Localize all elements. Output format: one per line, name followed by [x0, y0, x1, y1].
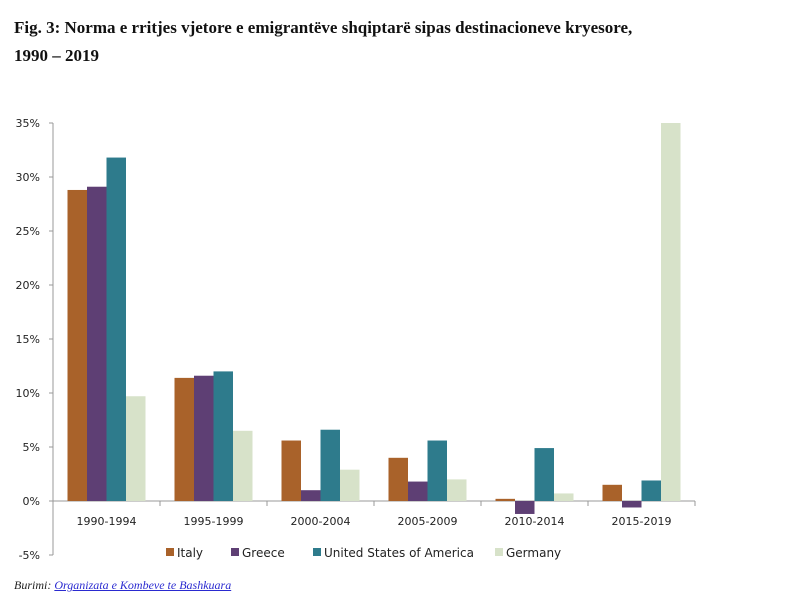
bar-germany	[233, 430, 253, 501]
bar-italy	[281, 440, 301, 501]
bar-greece	[515, 501, 535, 514]
source-note: Burimi: Organizata e Kombeve te Bashkuar…	[14, 578, 231, 593]
y-tick-label: 35%	[16, 117, 40, 130]
title-line-2: 1990 – 2019	[14, 46, 99, 65]
x-tick-label: 1995-1999	[184, 515, 244, 528]
legend-swatch	[166, 548, 174, 556]
legend-label: Greece	[242, 546, 285, 560]
y-tick-label: 15%	[16, 333, 40, 346]
x-tick-label: 2015-2019	[612, 515, 672, 528]
x-tick-label: 2005-2009	[398, 515, 458, 528]
x-tick-label: 2010-2014	[505, 515, 565, 528]
bar-italy	[67, 189, 87, 501]
legend-label: United States of America	[324, 546, 474, 560]
legend-swatch	[231, 548, 239, 556]
legend-label: Italy	[177, 546, 203, 560]
legend-label: Germany	[506, 546, 561, 560]
bar-italy	[602, 484, 622, 501]
bar-greece	[194, 375, 214, 501]
bar-greece	[301, 490, 321, 501]
bar-united-states-of-america	[534, 448, 554, 501]
y-tick-label: 0%	[23, 495, 40, 508]
title-line-1: Fig. 3: Norma e rritjes vjetore e emigra…	[14, 18, 633, 37]
legend-swatch	[313, 548, 321, 556]
bar-united-states-of-america	[213, 371, 233, 501]
y-tick-label: 10%	[16, 387, 40, 400]
bar-germany	[661, 123, 681, 501]
bar-germany	[340, 469, 360, 501]
bar-italy	[174, 377, 194, 501]
y-tick-label: 25%	[16, 225, 40, 238]
y-tick-label: 5%	[23, 441, 40, 454]
x-tick-label: 1990-1994	[77, 515, 137, 528]
bar-greece	[622, 501, 642, 508]
bar-italy	[495, 498, 515, 501]
bar-united-states-of-america	[320, 429, 340, 501]
y-tick-label: -5%	[19, 549, 40, 562]
bar-greece	[87, 186, 107, 501]
bar-italy	[388, 457, 408, 501]
bar-germany	[554, 493, 574, 501]
figure-title: Fig. 3: Norma e rritjes vjetore e emigra…	[14, 14, 794, 70]
bar-greece	[408, 481, 428, 501]
bar-united-states-of-america	[427, 440, 447, 501]
source-label: Burimi:	[14, 578, 52, 592]
bar-chart: -5% 0% 5% 10% 15% 20% 25% 30% 35% 1990-1994 1995-1…	[16, 117, 696, 562]
source-link[interactable]: Organizata e Kombeve te Bashkuara	[54, 578, 232, 592]
legend-swatch	[495, 548, 503, 556]
bar-united-states-of-america	[106, 157, 126, 501]
x-tick-label: 2000-2004	[291, 515, 351, 528]
bar-germany	[447, 479, 467, 501]
y-tick-label: 30%	[16, 171, 40, 184]
bar-united-states-of-america	[641, 480, 661, 501]
y-tick-label: 20%	[16, 279, 40, 292]
bar-germany	[126, 396, 146, 501]
